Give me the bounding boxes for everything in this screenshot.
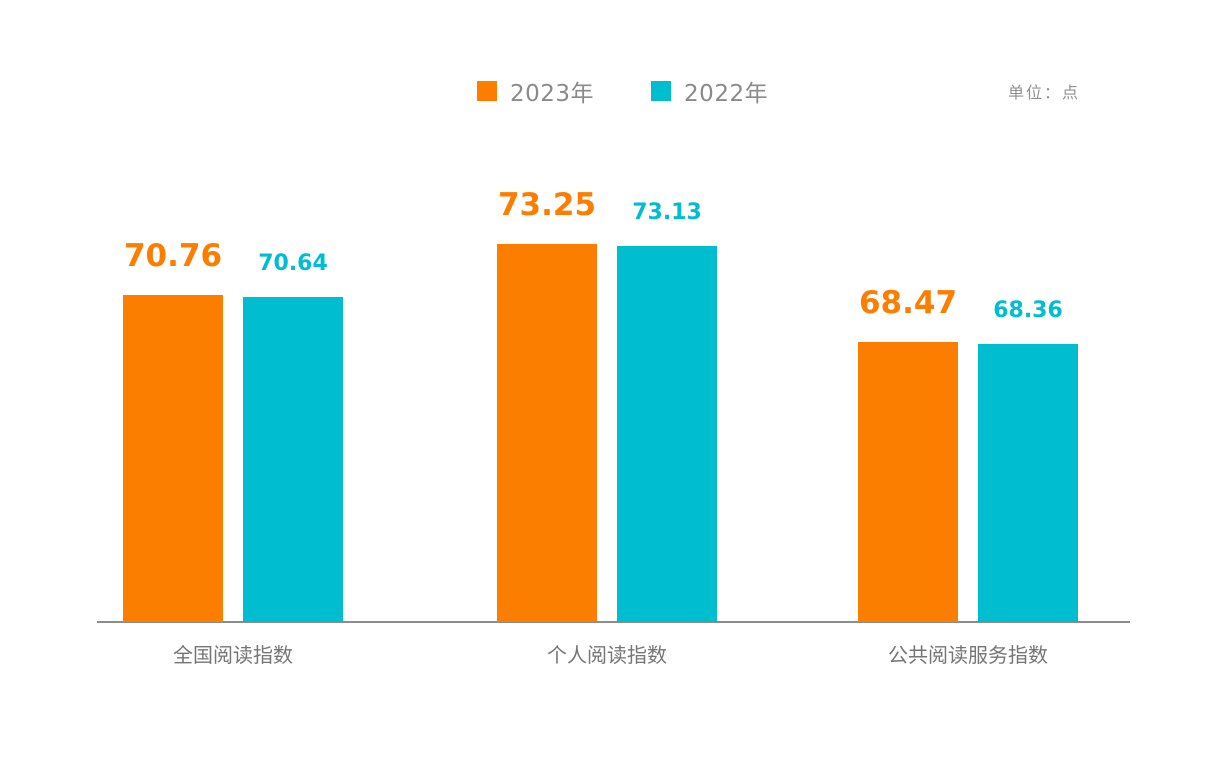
legend-item-2022: 2022年 <box>651 74 768 108</box>
bar-2023-1 <box>497 244 597 622</box>
unit-label: 单位：点 <box>1007 83 1080 102</box>
legend-item-2023: 2023年 <box>477 74 594 108</box>
value-label-2023-1: 73.25 <box>497 187 597 223</box>
x-axis-line <box>97 621 1130 623</box>
legend-label-2023: 2023年 <box>510 81 595 107</box>
category-label-0: 全国阅读指数 <box>173 643 293 667</box>
category-label-1: 个人阅读指数 <box>547 643 667 667</box>
bar-2023-0 <box>123 295 223 622</box>
bar-2022-1 <box>617 246 717 622</box>
value-label-2022-1: 73.13 <box>632 200 702 225</box>
value-label-2022-0: 70.64 <box>258 251 328 276</box>
bar-2022-2 <box>978 344 1078 622</box>
bar-2022-0 <box>243 297 343 622</box>
bar-2023-2 <box>858 342 958 622</box>
category-label-2: 公共阅读服务指数 <box>888 643 1048 667</box>
value-label-2023-0: 70.76 <box>123 238 223 274</box>
value-label-2022-2: 68.36 <box>993 298 1063 323</box>
value-label-2023-2: 68.47 <box>858 285 958 321</box>
legend-label-2022: 2022年 <box>684 81 769 107</box>
legend-swatch-2023-icon <box>477 81 497 101</box>
legend-swatch-2022-icon <box>651 81 672 101</box>
legend: 2023年 2022年 <box>477 74 768 108</box>
